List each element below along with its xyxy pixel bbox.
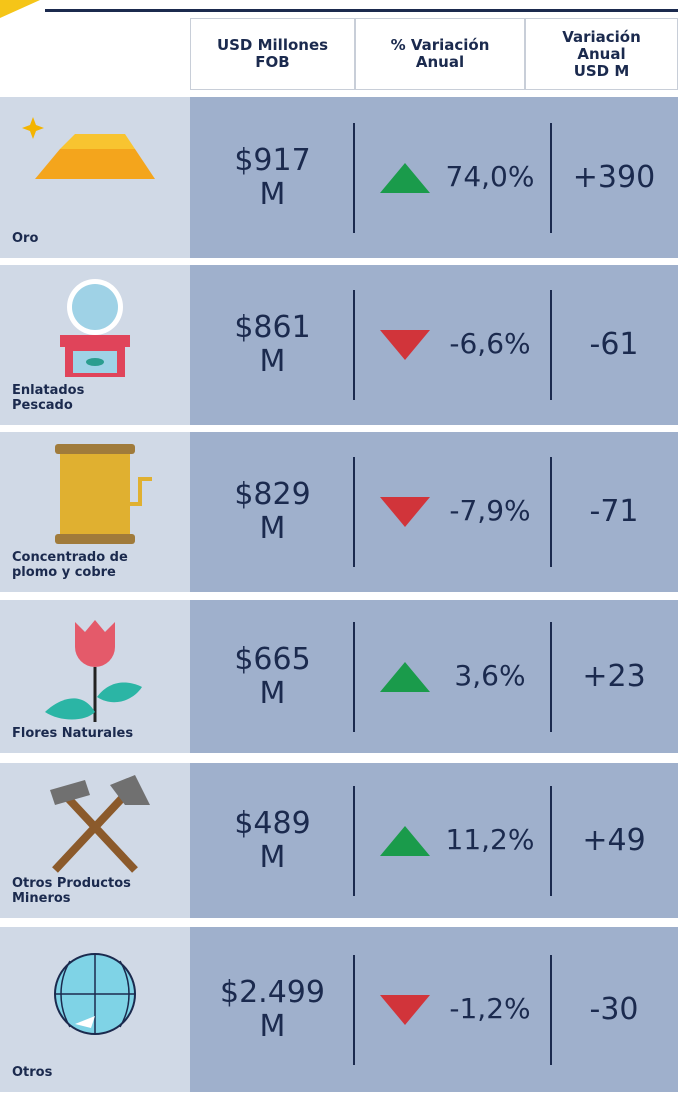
annual-change: +49 <box>582 822 646 858</box>
column-header: % Variación Anual <box>355 18 525 90</box>
variation: -6,6% <box>449 327 531 360</box>
icon <box>50 775 150 873</box>
trend-arrow <box>380 661 430 692</box>
icon <box>55 444 152 544</box>
row-value-cell <box>190 432 678 592</box>
divider <box>353 290 355 400</box>
column-header: USD Millones FOB <box>190 18 355 90</box>
variation: -1,2% <box>449 991 531 1025</box>
value: $917 M <box>234 142 311 212</box>
row-label-cell <box>0 927 190 1092</box>
icon <box>45 620 142 722</box>
trend-arrow <box>380 162 430 193</box>
row-label-cell <box>0 600 190 753</box>
annual-change: -30 <box>589 991 639 1027</box>
variation: -7,9% <box>449 494 531 527</box>
divider <box>353 122 355 233</box>
row-label: Otros Productos Mineros <box>12 876 131 906</box>
divider <box>550 954 552 1065</box>
divider <box>550 290 552 400</box>
row-label-cell <box>0 97 190 258</box>
trend-arrow <box>380 330 430 360</box>
trend-arrow <box>380 497 430 527</box>
row-label: Flores Naturales <box>12 726 134 741</box>
variation: 3,6% <box>454 658 526 692</box>
row-label-cell <box>0 432 190 592</box>
row-value-cell <box>190 927 678 1092</box>
row-label: Oro <box>12 231 39 246</box>
annual-change: +390 <box>572 159 656 195</box>
icon <box>22 117 155 179</box>
divider <box>550 122 552 233</box>
icon <box>60 279 130 377</box>
variation: 74,0% <box>445 159 535 193</box>
row-value-cell <box>190 265 678 425</box>
icon <box>54 953 136 1035</box>
row-label: Concentrado de plomo y cobre <box>12 550 128 580</box>
variation: 11,2% <box>445 822 535 856</box>
row-label-cell <box>0 265 190 425</box>
divider <box>550 785 552 896</box>
row-label-cell <box>0 763 190 918</box>
column-header: Variación Anual USD M <box>525 18 678 90</box>
row-value-cell <box>190 600 678 753</box>
divider <box>353 785 355 896</box>
value: $861 M <box>234 310 311 379</box>
trend-arrow <box>380 825 430 856</box>
divider <box>353 954 355 1065</box>
corner-accent <box>0 0 40 18</box>
divider <box>353 457 355 567</box>
divider <box>353 621 355 732</box>
row-value-cell <box>190 763 678 918</box>
row-label: Otros <box>12 1065 53 1080</box>
annual-change: -71 <box>589 494 639 529</box>
annual-change: +23 <box>582 658 646 694</box>
row-value-cell <box>190 97 678 258</box>
value: $2.499 M <box>220 974 325 1044</box>
value: $489 M <box>234 805 311 875</box>
trend-arrow <box>380 994 430 1025</box>
value: $829 M <box>234 477 311 546</box>
annual-change: -61 <box>589 327 639 362</box>
divider <box>550 621 552 732</box>
divider <box>550 457 552 567</box>
top-rule <box>45 9 678 12</box>
row-label: Enlatados Pescado <box>12 383 85 413</box>
value: $665 M <box>234 641 311 711</box>
